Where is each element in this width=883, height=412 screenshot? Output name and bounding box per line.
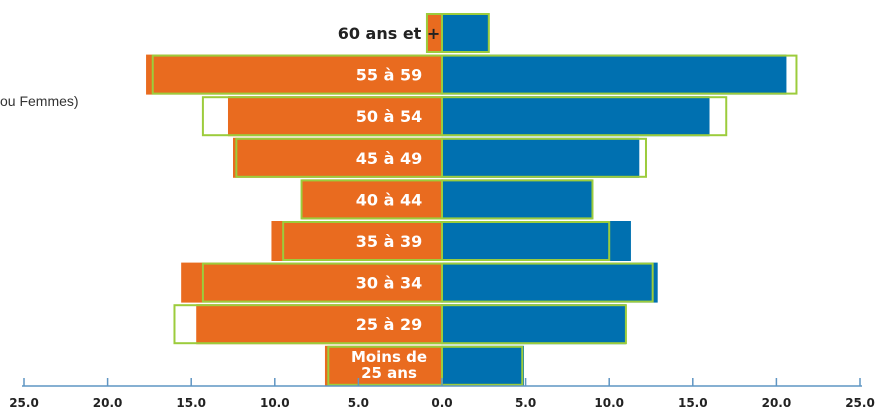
x-tick-label-2: 15.0 [176,396,206,410]
outline-right-3 [441,221,611,261]
partial-legend-text: ou Femmes) [0,93,79,109]
category-label-1: 25 à 29 [356,315,422,334]
category-label-7: 55 à 59 [356,66,422,85]
category-label-4: 40 à 44 [356,190,422,209]
bar-left-1 [196,304,442,345]
bar-right-5 [442,137,640,178]
outline-right-5 [441,137,647,178]
bar-left-4 [301,179,442,220]
bar-right-6 [442,96,710,137]
bar-right-4 [442,179,593,220]
outline-right-6 [441,96,728,137]
x-tick-label-9: 20.0 [762,396,792,410]
category-label-3: 35 à 39 [356,232,422,251]
bar-left-2 [181,262,442,303]
category-label-5: 45 à 49 [356,149,422,168]
x-tick-label-7: 10.0 [594,396,624,410]
bar-right-0 [442,345,524,386]
outline-right-8 [441,13,490,53]
bar-left-3 [271,221,442,261]
bar-right-8 [442,13,489,53]
x-tick-label-4: 5.0 [348,396,369,410]
bar-left-7 [146,54,442,95]
bar-left-6 [227,96,442,137]
outline-right-4 [441,179,594,220]
bar-left-0 [324,345,442,386]
x-tick-label-6: 5.0 [515,396,536,410]
outline-right-0 [441,345,524,386]
bar-right-7 [442,54,787,95]
x-tick-label-10: 25.0 [845,396,875,410]
outline-right-2 [441,262,654,303]
x-tick-label-1: 20.0 [93,396,123,410]
outline-right-7 [441,54,798,95]
bar-right-3 [442,221,631,261]
x-tick-label-5: 0.0 [431,396,452,410]
category-label-0: Moins de 25 ans [351,348,427,382]
bar-left-8 [426,13,442,53]
category-label-2: 30 à 34 [356,274,422,293]
category-label-8: 60 ans et + [338,24,441,43]
bar-right-2 [442,262,658,303]
outline-right-1 [441,304,627,345]
x-tick-label-8: 15.0 [678,396,708,410]
category-label-6: 50 à 54 [356,107,422,126]
x-tick-label-3: 10.0 [260,396,290,410]
bar-right-1 [442,304,626,345]
bar-left-5 [233,137,442,178]
x-tick-label-0: 25.0 [9,396,39,410]
